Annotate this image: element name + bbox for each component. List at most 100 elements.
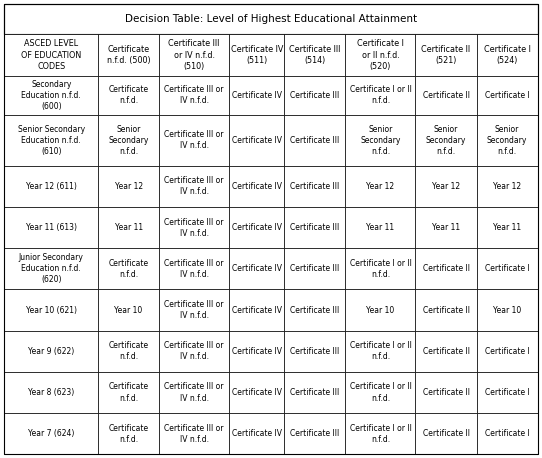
Bar — [285, 372, 345, 413]
Text: Certificate I or II
n.f.d.: Certificate I or II n.f.d. — [350, 85, 411, 105]
Bar — [4, 331, 98, 372]
Bar — [4, 372, 98, 413]
Bar — [416, 331, 476, 372]
Bar — [4, 4, 538, 34]
Text: Certificate IV: Certificate IV — [232, 223, 282, 232]
Text: Certificate IV: Certificate IV — [232, 388, 282, 397]
Text: Certificate III: Certificate III — [291, 182, 339, 191]
Bar — [159, 115, 229, 166]
Text: Senior
Secondary
n.f.d.: Senior Secondary n.f.d. — [108, 125, 149, 156]
Text: Year 10 (621): Year 10 (621) — [25, 305, 77, 315]
Bar — [4, 413, 98, 454]
Text: Certificate I: Certificate I — [485, 264, 530, 273]
Bar — [98, 289, 159, 331]
Bar — [159, 372, 229, 413]
Text: Certificate III or
IV n.f.d.: Certificate III or IV n.f.d. — [164, 300, 224, 320]
Bar — [476, 248, 538, 289]
Bar — [98, 372, 159, 413]
Text: Certificate I: Certificate I — [485, 429, 530, 438]
Text: Year 10: Year 10 — [114, 305, 143, 315]
Text: Certificate III: Certificate III — [291, 347, 339, 356]
Bar — [416, 76, 476, 115]
Bar — [229, 34, 285, 76]
Bar — [229, 248, 285, 289]
Bar — [476, 166, 538, 207]
Bar — [98, 207, 159, 248]
Bar — [159, 289, 229, 331]
Text: Certificate II: Certificate II — [423, 305, 469, 315]
Bar — [159, 331, 229, 372]
Text: Certificate I: Certificate I — [485, 388, 530, 397]
Text: Certificate IV: Certificate IV — [232, 347, 282, 356]
Bar — [345, 289, 416, 331]
Text: ASCED LEVEL
OF EDUCATION
CODES: ASCED LEVEL OF EDUCATION CODES — [21, 39, 81, 71]
Bar — [345, 166, 416, 207]
Bar — [229, 115, 285, 166]
Text: Certificate IV: Certificate IV — [232, 136, 282, 145]
Bar — [159, 248, 229, 289]
Text: Certificate III: Certificate III — [291, 429, 339, 438]
Bar — [229, 331, 285, 372]
Text: Year 12: Year 12 — [493, 182, 521, 191]
Bar — [98, 76, 159, 115]
Text: Year 11 (613): Year 11 (613) — [25, 223, 77, 232]
Text: Certificate II
(521): Certificate II (521) — [422, 45, 470, 65]
Text: Certificate III or
IV n.f.d.: Certificate III or IV n.f.d. — [164, 341, 224, 361]
Bar — [4, 289, 98, 331]
Text: Senior
Secondary
n.f.d.: Senior Secondary n.f.d. — [360, 125, 401, 156]
Text: Senior
Secondary
n.f.d.: Senior Secondary n.f.d. — [487, 125, 527, 156]
Bar — [345, 207, 416, 248]
Bar — [98, 331, 159, 372]
Bar — [98, 115, 159, 166]
Text: Certificate
n.f.d.: Certificate n.f.d. — [108, 259, 149, 279]
Text: Certificate III or
IV n.f.d.: Certificate III or IV n.f.d. — [164, 424, 224, 444]
Text: Year 12 (611): Year 12 (611) — [26, 182, 76, 191]
Text: Certificate III or
IV n.f.d.: Certificate III or IV n.f.d. — [164, 382, 224, 403]
Text: Certificate II: Certificate II — [423, 429, 469, 438]
Bar — [4, 76, 98, 115]
Text: Certificate III: Certificate III — [291, 136, 339, 145]
Bar — [416, 115, 476, 166]
Bar — [345, 248, 416, 289]
Bar — [345, 76, 416, 115]
Bar — [345, 115, 416, 166]
Bar — [159, 34, 229, 76]
Bar — [416, 166, 476, 207]
Text: Certificate
n.f.d.: Certificate n.f.d. — [108, 382, 149, 403]
Text: Certificate I: Certificate I — [485, 347, 530, 356]
Bar — [476, 34, 538, 76]
Text: Certificate I or II
n.f.d.: Certificate I or II n.f.d. — [350, 424, 411, 444]
Bar — [416, 289, 476, 331]
Bar — [4, 34, 98, 76]
Bar — [416, 207, 476, 248]
Text: Secondary
Education n.f.d.
(600): Secondary Education n.f.d. (600) — [21, 80, 81, 111]
Bar — [476, 289, 538, 331]
Text: Year 7 (624): Year 7 (624) — [28, 429, 74, 438]
Text: Certificate
n.f.d.: Certificate n.f.d. — [108, 85, 149, 105]
Bar — [476, 115, 538, 166]
Text: Certificate II: Certificate II — [423, 347, 469, 356]
Text: Certificate III or
IV n.f.d.: Certificate III or IV n.f.d. — [164, 85, 224, 105]
Text: Senior
Secondary
n.f.d.: Senior Secondary n.f.d. — [426, 125, 466, 156]
Text: Certificate III: Certificate III — [291, 305, 339, 315]
Text: Junior Secondary
Education n.f.d.
(620): Junior Secondary Education n.f.d. (620) — [19, 253, 83, 284]
Bar — [4, 207, 98, 248]
Bar — [416, 413, 476, 454]
Bar — [98, 413, 159, 454]
Bar — [98, 166, 159, 207]
Text: Certificate IV: Certificate IV — [232, 429, 282, 438]
Bar — [345, 34, 416, 76]
Text: Certificate I or II
n.f.d.: Certificate I or II n.f.d. — [350, 341, 411, 361]
Bar — [285, 166, 345, 207]
Bar — [285, 34, 345, 76]
Text: Certificate III or
IV n.f.d.: Certificate III or IV n.f.d. — [164, 176, 224, 196]
Bar — [159, 207, 229, 248]
Bar — [229, 289, 285, 331]
Bar — [285, 207, 345, 248]
Text: Certificate I or II
n.f.d.: Certificate I or II n.f.d. — [350, 382, 411, 403]
Text: Certificate IV: Certificate IV — [232, 91, 282, 100]
Bar — [285, 76, 345, 115]
Bar — [416, 248, 476, 289]
Text: Year 9 (622): Year 9 (622) — [28, 347, 74, 356]
Bar — [476, 207, 538, 248]
